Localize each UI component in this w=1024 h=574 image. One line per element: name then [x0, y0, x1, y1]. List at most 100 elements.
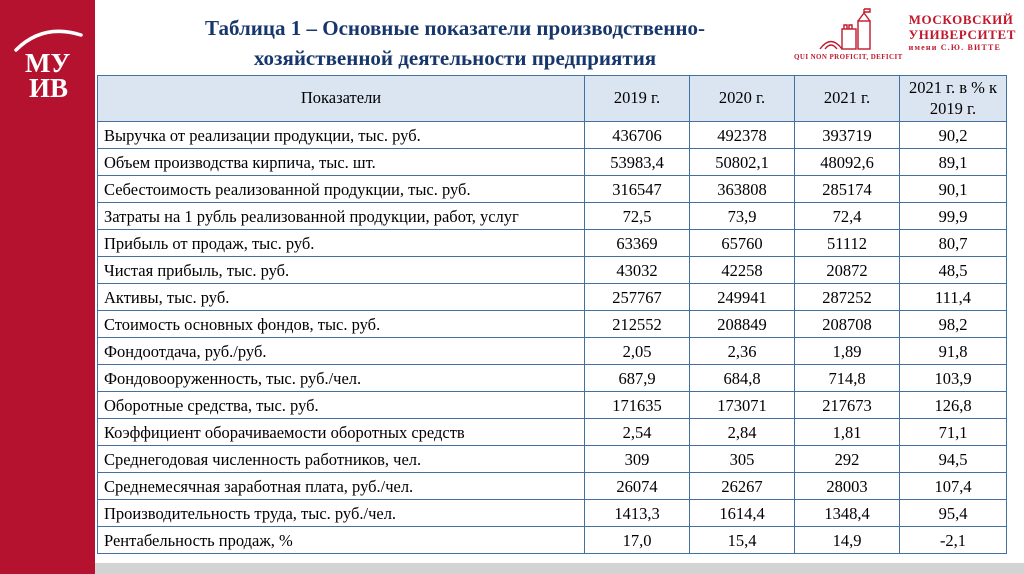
table-header-row: Показатели 2019 г. 2020 г. 2021 г. 2021 г. в… [97, 74, 1007, 123]
value-cell: 28003 [794, 472, 900, 501]
value-cell: 48,5 [899, 256, 1007, 285]
value-cell: 48092,6 [794, 148, 900, 177]
page-title-line1: Таблица 1 – Основные показатели производ… [205, 16, 705, 40]
value-cell: 249941 [689, 283, 795, 312]
footer-strip [95, 563, 1024, 574]
value-cell: 89,1 [899, 148, 1007, 177]
value-cell: 363808 [689, 175, 795, 204]
value-cell: 1,89 [794, 337, 900, 366]
indicator-cell: Среднегодовая численность работников, че… [97, 445, 585, 474]
value-cell: 42258 [689, 256, 795, 285]
indicator-cell: Оборотные средства, тыс. руб. [97, 391, 585, 420]
emblem-graphic-block: QUI NON PROFICIT, DEFICIT [794, 8, 903, 61]
column-header: 2019 г. [584, 74, 690, 123]
value-cell: 2,36 [689, 337, 795, 366]
value-cell: 126,8 [899, 391, 1007, 420]
value-cell: 208708 [794, 310, 900, 339]
table-row: Выручка от реализации продукции, тыс. ру… [97, 121, 1007, 150]
emblem-name-line1: МОСКОВСКИЙ [908, 12, 1014, 27]
column-header: 2021 г. [794, 74, 900, 123]
page-title: Таблица 1 – Основные показатели производ… [105, 13, 805, 73]
indicator-cell: Фондоотдача, руб./руб. [97, 337, 585, 366]
value-cell: 684,8 [689, 364, 795, 393]
value-cell: 72,5 [584, 202, 690, 231]
value-cell: 103,9 [899, 364, 1007, 393]
value-cell: 687,9 [584, 364, 690, 393]
value-cell: 287252 [794, 283, 900, 312]
value-cell: 1348,4 [794, 499, 900, 528]
table-row: Коэффициент оборачиваемости оборотных ср… [97, 418, 1007, 447]
value-cell: 257767 [584, 283, 690, 312]
indicator-cell: Затраты на 1 рубль реализованной продукц… [97, 202, 585, 231]
emblem-text-block: МОСКОВСКИЙ УНИВЕРСИТЕТ имени С.Ю. ВИТТЕ [909, 8, 1016, 53]
column-header: 2020 г. [689, 74, 795, 123]
value-cell: 17,0 [584, 526, 690, 555]
value-cell: 1,81 [794, 418, 900, 447]
value-cell: 90,2 [899, 121, 1007, 150]
value-cell: 26074 [584, 472, 690, 501]
page-title-line2: хозяйственной деятельности предприятия [253, 46, 657, 70]
value-cell: 316547 [584, 175, 690, 204]
value-cell: 51112 [794, 229, 900, 258]
table-row: Оборотные средства, тыс. руб. 171635 17307… [97, 391, 1007, 420]
logo-swoosh-icon [14, 29, 83, 52]
table-row: Фондовооруженность, тыс. руб./чел. 687,9 6… [97, 364, 1007, 393]
table-row: Активы, тыс. руб. 257767 249941 287252 111,4 [97, 283, 1007, 312]
indicator-cell: Стоимость основных фондов, тыс. руб. [97, 310, 585, 339]
value-cell: 65760 [689, 229, 795, 258]
indicators-table: Показатели 2019 г. 2020 г. 2021 г. 2021 г. в… [97, 74, 1007, 555]
value-cell: 91,8 [899, 337, 1007, 366]
value-cell: 15,4 [689, 526, 795, 555]
emblem-motto: QUI NON PROFICIT, DEFICIT [794, 53, 903, 61]
column-header: 2021 г. в % к 2019 г. [899, 74, 1007, 123]
value-cell: 98,2 [899, 310, 1007, 339]
indicator-cell: Чистая прибыль, тыс. руб. [97, 256, 585, 285]
value-cell: 292 [794, 445, 900, 474]
table-row: Прибыль от продаж, тыс. руб. 63369 65760 51… [97, 229, 1007, 258]
value-cell: 212552 [584, 310, 690, 339]
value-cell: 73,9 [689, 202, 795, 231]
value-cell: 72,4 [794, 202, 900, 231]
value-cell: 43032 [584, 256, 690, 285]
value-cell: 94,5 [899, 445, 1007, 474]
value-cell: 208849 [689, 310, 795, 339]
indicator-cell: Среднемесячная заработная плата, руб./че… [97, 472, 585, 501]
table-row: Среднегодовая численность работников, че… [97, 445, 1007, 474]
table-body: Выручка от реализации продукции, тыс. ру… [97, 121, 1007, 555]
column-header: Показатели [97, 74, 585, 123]
table-row: Рентабельность продаж, % 17,0 15,4 14,9 -2,1 [97, 526, 1007, 555]
table-container: Показатели 2019 г. 2020 г. 2021 г. 2021 г. в… [97, 74, 1007, 555]
table-row: Затраты на 1 рубль реализованной продукц… [97, 202, 1007, 231]
table-row: Производительность труда, тыс. руб./чел.… [97, 499, 1007, 528]
table-row: Объем производства кирпича, тыс. шт. 5398… [97, 148, 1007, 177]
sidebar-red-band: МУ ИВ [0, 0, 95, 574]
table-row: Стоимость основных фондов, тыс. руб. 2125… [97, 310, 1007, 339]
muiv-logo-graphic: МУ ИВ [14, 29, 83, 103]
value-cell: 492378 [689, 121, 795, 150]
value-cell: 53983,4 [584, 148, 690, 177]
value-cell: 107,4 [899, 472, 1007, 501]
value-cell: 20872 [794, 256, 900, 285]
value-cell: 99,9 [899, 202, 1007, 231]
value-cell: 63369 [584, 229, 690, 258]
indicator-cell: Производительность труда, тыс. руб./чел. [97, 499, 585, 528]
value-cell: -2,1 [899, 526, 1007, 555]
value-cell: 171635 [584, 391, 690, 420]
value-cell: 309 [584, 445, 690, 474]
value-cell: 393719 [794, 121, 900, 150]
value-cell: 2,54 [584, 418, 690, 447]
indicator-cell: Объем производства кирпича, тыс. шт. [97, 148, 585, 177]
value-cell: 95,4 [899, 499, 1007, 528]
kremlin-building-icon [819, 8, 872, 50]
table-row: Чистая прибыль, тыс. руб. 43032 42258 20872… [97, 256, 1007, 285]
logo-text-top: МУ [25, 48, 70, 78]
table-row: Среднемесячная заработная плата, руб./че… [97, 472, 1007, 501]
value-cell: 80,7 [899, 229, 1007, 258]
value-cell: 2,84 [689, 418, 795, 447]
value-cell: 71,1 [899, 418, 1007, 447]
indicator-cell: Рентабельность продаж, % [97, 526, 585, 555]
indicator-cell: Прибыль от продаж, тыс. руб. [97, 229, 585, 258]
table-row: Себестоимость реализованной продукции, т… [97, 175, 1007, 204]
value-cell: 305 [689, 445, 795, 474]
indicator-cell: Коэффициент оборачиваемости оборотных ср… [97, 418, 585, 447]
